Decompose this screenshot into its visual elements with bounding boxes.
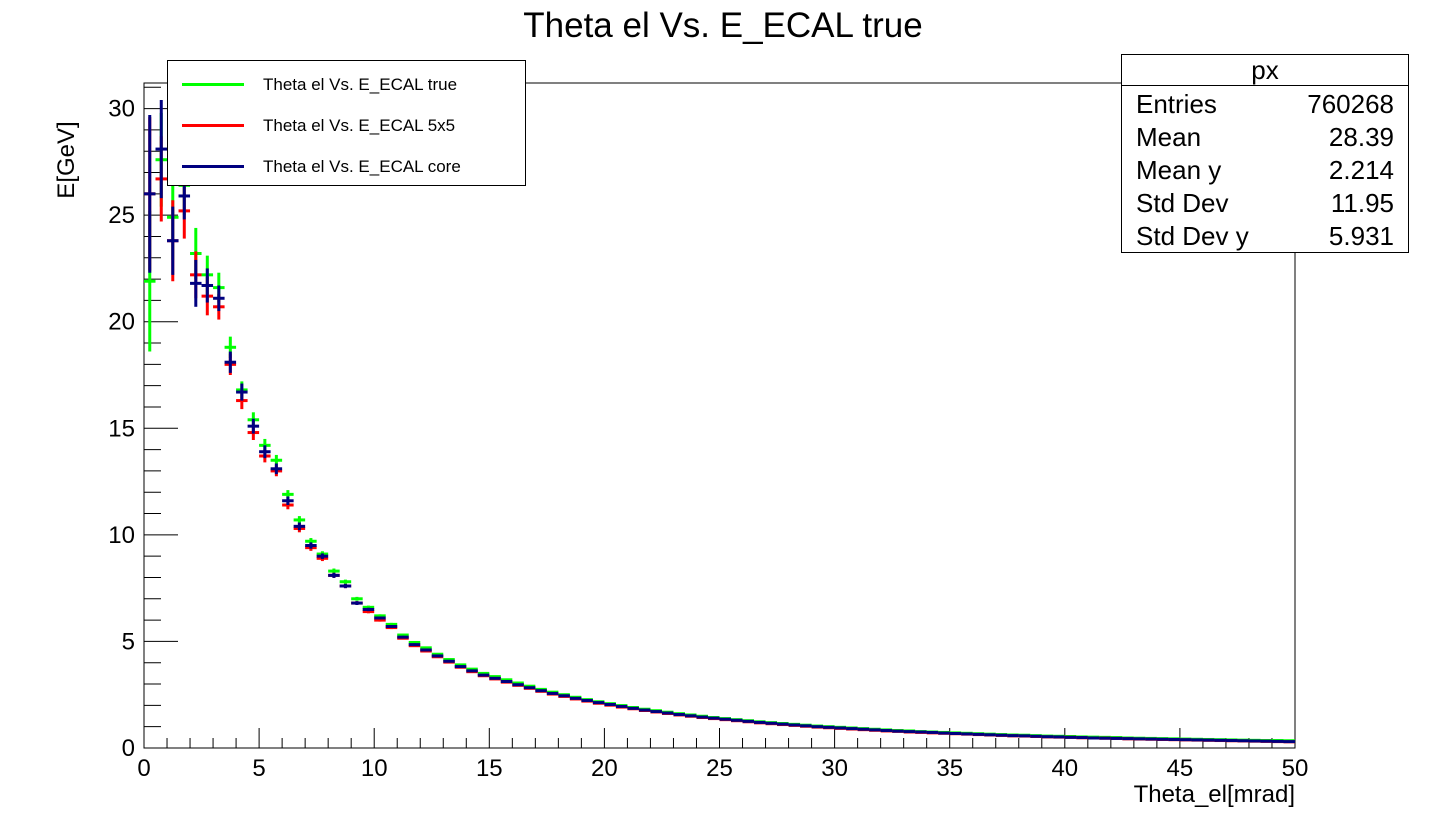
legend-label: Theta el Vs. E_ECAL core xyxy=(263,157,461,176)
y-tick-label: 30 xyxy=(108,96,135,123)
x-tick-label: 20 xyxy=(591,755,618,782)
stats-label: Std Dev xyxy=(1136,188,1229,218)
y-axis-label: E[GeV] xyxy=(53,121,80,198)
stats-label: Mean xyxy=(1136,122,1202,152)
axes: 0 5 10 15 20 25 30 35 40 45 50 0 5 10 15 20 25 30 xyxy=(108,86,1309,782)
y-tick-label: 15 xyxy=(108,415,135,442)
x-tick-label: 30 xyxy=(821,755,848,782)
legend-label: Theta el Vs. E_ECAL 5x5 xyxy=(263,116,456,135)
stats-value: 28.39 xyxy=(1328,122,1394,152)
stats-label: Std Dev y xyxy=(1136,221,1249,251)
series-3 xyxy=(144,100,1295,744)
stats-box: px Entries 760268 Mean 28.39 Mean y 2.21… xyxy=(1121,54,1409,253)
x-tick-label: 50 xyxy=(1282,755,1309,782)
stats-row-mean: Mean 28.39 xyxy=(1122,119,1408,152)
chart-title: Theta el Vs. E_ECAL true xyxy=(523,6,923,45)
x-tick-label: 40 xyxy=(1051,755,1078,782)
stats-value: 5.931 xyxy=(1328,221,1394,251)
y-tick-label: 25 xyxy=(108,202,135,229)
legend-swatch xyxy=(182,124,244,127)
y-tick-label: 5 xyxy=(122,628,135,655)
y-tick-label: 20 xyxy=(108,309,135,336)
stats-row-std-dev-y: Std Dev y 5.931 xyxy=(1122,218,1408,251)
stats-title: px xyxy=(1122,55,1408,86)
stats-row-entries: Entries 760268 xyxy=(1122,86,1408,119)
stats-value: 2.214 xyxy=(1328,155,1394,185)
x-tick-label: 5 xyxy=(252,755,265,782)
legend-swatch xyxy=(182,83,244,86)
x-tick-label: 35 xyxy=(936,755,963,782)
stats-value: 760268 xyxy=(1307,89,1394,119)
legend-label: Theta el Vs. E_ECAL true xyxy=(263,75,458,94)
stats-value: 11.95 xyxy=(1330,188,1394,218)
legend-item-true: Theta el Vs. E_ECAL true xyxy=(168,63,525,103)
x-tick-label: 10 xyxy=(361,755,388,782)
series-layer xyxy=(144,100,1295,744)
y-tick-label: 10 xyxy=(108,522,135,549)
stats-label: Entries xyxy=(1136,89,1217,119)
legend-item-5x5: Theta el Vs. E_ECAL 5x5 xyxy=(168,104,525,144)
stats-row-mean-y: Mean y 2.214 xyxy=(1122,152,1408,185)
x-tick-label: 0 xyxy=(137,755,150,782)
x-tick-label: 15 xyxy=(476,755,503,782)
legend-swatch xyxy=(182,165,244,168)
legend: Theta el Vs. E_ECAL true Theta el Vs. E_… xyxy=(167,60,526,186)
x-tick-label: 45 xyxy=(1167,755,1194,782)
stats-row-std-dev: Std Dev 11.95 xyxy=(1122,185,1408,218)
x-axis-label: Theta_el[mrad] xyxy=(1134,781,1295,808)
stats-label: Mean y xyxy=(1136,155,1222,185)
legend-item-core: Theta el Vs. E_ECAL core xyxy=(168,145,525,185)
y-tick-label: 0 xyxy=(122,735,135,762)
x-tick-label: 25 xyxy=(706,755,733,782)
